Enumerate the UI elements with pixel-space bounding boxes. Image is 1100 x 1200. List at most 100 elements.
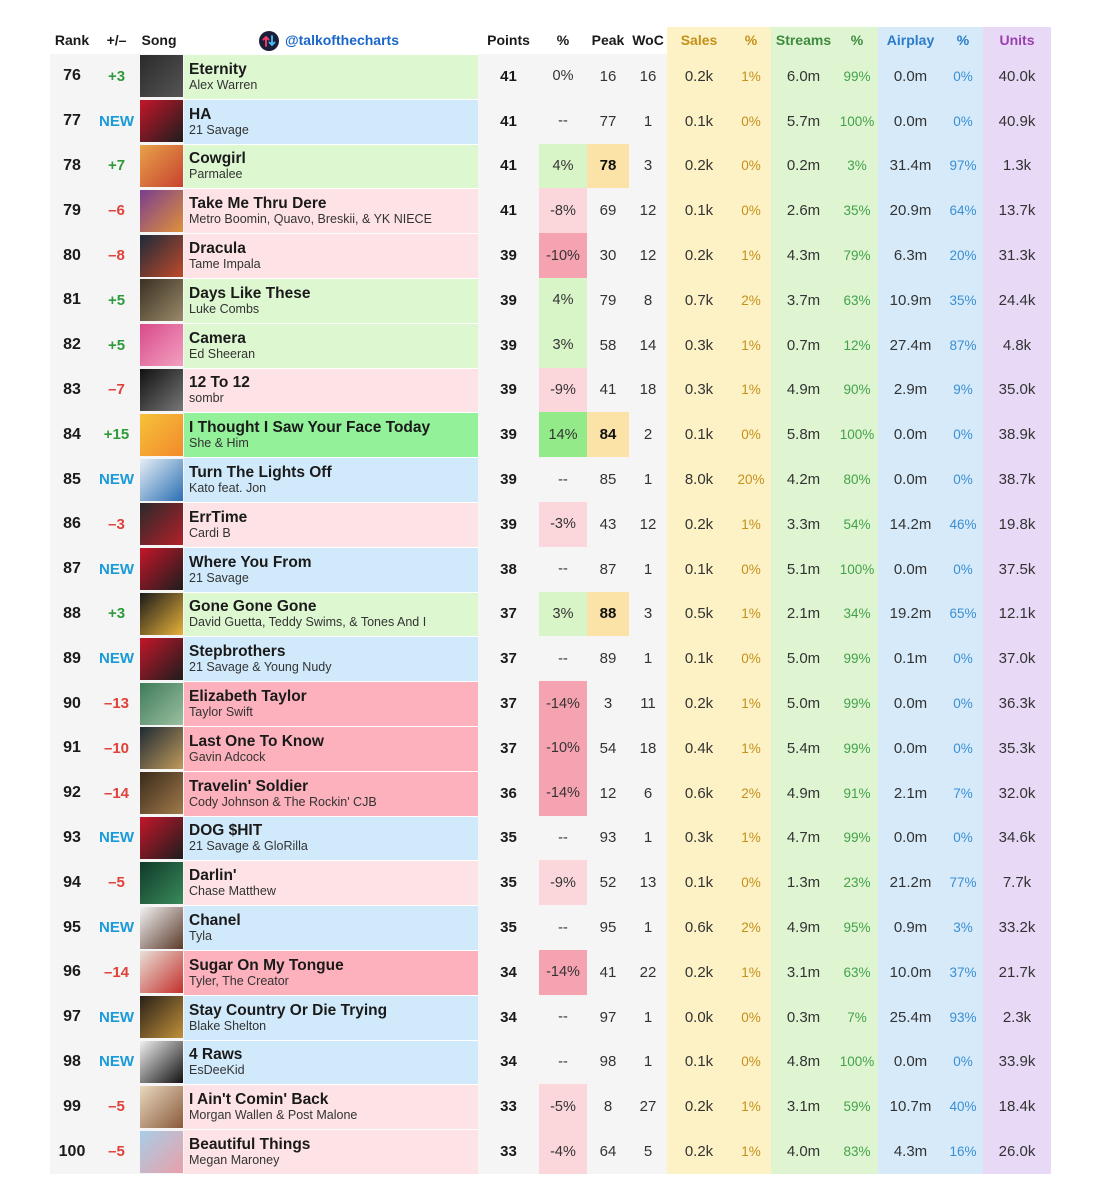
move-cell: –14 xyxy=(94,770,139,816)
airplay-pct-cell: 77% xyxy=(943,860,983,906)
pct-change-cell: -10% xyxy=(539,233,587,278)
units-cell: 40.0k xyxy=(983,54,1051,99)
streams-pct-cell: 3% xyxy=(836,143,878,189)
rank-cell: 91 xyxy=(50,725,94,771)
sales-cell: 0.1k xyxy=(667,636,731,682)
cover-art-cell xyxy=(139,233,184,278)
table-row: 90 –13 Elizabeth Taylor Taylor Swift 37 -14% 3… xyxy=(50,681,1051,726)
points-cell: 37 xyxy=(478,636,539,682)
streams-cell: 4.9m xyxy=(771,367,836,413)
song-artist: Cardi B xyxy=(189,525,231,540)
sales-pct-cell: 0% xyxy=(731,636,771,682)
weeks-on-chart-cell: 12 xyxy=(629,233,667,278)
song-artist: sombr xyxy=(189,391,224,406)
pct-change-cell: -14% xyxy=(539,770,587,816)
table-row: 79 –6 Take Me Thru Dere Metro Boomin, Quavo… xyxy=(50,188,1051,234)
move-cell: NEW xyxy=(94,1039,139,1085)
airplay-cell: 31.4m xyxy=(878,143,943,189)
rank-cell: 89 xyxy=(50,636,94,682)
points-cell: 39 xyxy=(478,277,539,323)
pct-change-cell: -8% xyxy=(539,188,587,234)
airplay-cell: 0.0m xyxy=(878,815,943,861)
points-cell: 34 xyxy=(478,994,539,1040)
song-title: Gone Gone Gone xyxy=(189,598,317,616)
table-row: 91 –10 Last One To Know Gavin Adcock 37 -10% 5… xyxy=(50,725,1051,771)
units-cell: 34.6k xyxy=(983,815,1051,861)
song-artist: Tyla xyxy=(189,929,212,944)
album-cover-image xyxy=(140,1085,183,1128)
pct-change-cell: 0% xyxy=(539,54,587,99)
table-row: 77 NEW HA 21 Savage 41 -- 77 1 0.1k 0% 5.7m 100% 0.0… xyxy=(50,98,1051,144)
cover-art-cell xyxy=(139,1084,184,1130)
airplay-header: Airplay xyxy=(878,27,943,54)
streams-cell: 6.0m xyxy=(771,54,836,99)
units-cell: 13.7k xyxy=(983,188,1051,234)
song-title: Dracula xyxy=(189,240,246,258)
weeks-on-chart-cell: 3 xyxy=(629,143,667,189)
peak-cell: 8 xyxy=(587,1084,629,1130)
units-cell: 37.0k xyxy=(983,636,1051,682)
song-cell: Days Like These Luke Combs xyxy=(184,277,478,323)
streams-pct-cell: 23% xyxy=(836,860,878,906)
rank-cell: 82 xyxy=(50,322,94,368)
peak-cell: 69 xyxy=(587,188,629,234)
streams-pct-cell: 99% xyxy=(836,725,878,771)
airplay-pct-cell: 0% xyxy=(943,815,983,861)
streams-cell: 0.2m xyxy=(771,143,836,189)
peak-cell: 3 xyxy=(587,681,629,726)
streams-pct-cell: 100% xyxy=(836,546,878,592)
units-cell: 33.2k xyxy=(983,905,1051,950)
airplay-cell: 0.0m xyxy=(878,98,943,144)
sales-cell: 0.0k xyxy=(667,994,731,1040)
rank-header: Rank xyxy=(54,32,90,48)
move-cell: NEW xyxy=(94,546,139,592)
airplay-pct-cell: 0% xyxy=(943,546,983,592)
song-cell: DOG $HIT 21 Savage & GloRilla xyxy=(184,815,478,861)
peak-cell: 58 xyxy=(587,322,629,368)
move-cell: –14 xyxy=(94,949,139,995)
song-title: Darlin' xyxy=(189,867,237,885)
move-header: +/– xyxy=(106,32,127,48)
points-cell: 37 xyxy=(478,725,539,771)
airplay-pct-cell: 0% xyxy=(943,681,983,726)
handle-header[interactable]: @talkofthecharts xyxy=(250,27,408,54)
cover-art-cell xyxy=(139,1129,184,1174)
rank-cell: 84 xyxy=(50,412,94,458)
streams-cell: 5.0m xyxy=(771,681,836,726)
airplay-cell: 19.2m xyxy=(878,591,943,637)
units-cell: 26.0k xyxy=(983,1129,1051,1174)
streams-cell: 4.2m xyxy=(771,457,836,502)
song-cell: Dracula Tame Impala xyxy=(184,233,478,278)
sales-pct-cell: 1% xyxy=(731,949,771,995)
table-row: 92 –14 Travelin' Soldier Cody Johnson & The… xyxy=(50,770,1051,816)
peak-cell: 98 xyxy=(587,1039,629,1085)
song-artist: 21 Savage & Young Nudy xyxy=(189,660,332,675)
streams-cell: 3.7m xyxy=(771,277,836,323)
song-artist: Gavin Adcock xyxy=(189,749,266,764)
cover-art-cell xyxy=(139,994,184,1040)
cover-art-cell xyxy=(139,143,184,189)
points-cell: 39 xyxy=(478,367,539,413)
album-cover-image xyxy=(140,413,183,456)
weeks-on-chart-cell: 5 xyxy=(629,1129,667,1174)
streams-header: Streams xyxy=(771,27,836,54)
song-artist: EsDeeKid xyxy=(189,1063,245,1078)
song-cell: Camera Ed Sheeran xyxy=(184,322,478,368)
song-cell: Beautiful Things Megan Maroney xyxy=(184,1129,478,1174)
points-cell: 35 xyxy=(478,860,539,906)
move-cell: +5 xyxy=(94,322,139,368)
cover-art-cell xyxy=(139,591,184,637)
song-cell: Stepbrothers 21 Savage & Young Nudy xyxy=(184,636,478,682)
cover-art-cell xyxy=(139,1039,184,1085)
sales-header: Sales xyxy=(667,27,731,54)
table-row: 95 NEW Chanel Tyla 35 -- 95 1 0.6k 2% 4.9m 95% 0.9m 3… xyxy=(50,905,1051,950)
weeks-on-chart-cell: 1 xyxy=(629,457,667,502)
rank-cell: 78 xyxy=(50,143,94,189)
peak-cell: 77 xyxy=(587,98,629,144)
sales-pct-cell: 1% xyxy=(731,501,771,547)
song-artist: David Guetta, Teddy Swims, & Tones And I xyxy=(189,615,427,630)
sales-cell: 0.3k xyxy=(667,322,731,368)
sales-pct-header: % xyxy=(731,27,771,54)
streams-pct-cell: 99% xyxy=(836,681,878,726)
sales-cell: 0.2k xyxy=(667,54,731,99)
